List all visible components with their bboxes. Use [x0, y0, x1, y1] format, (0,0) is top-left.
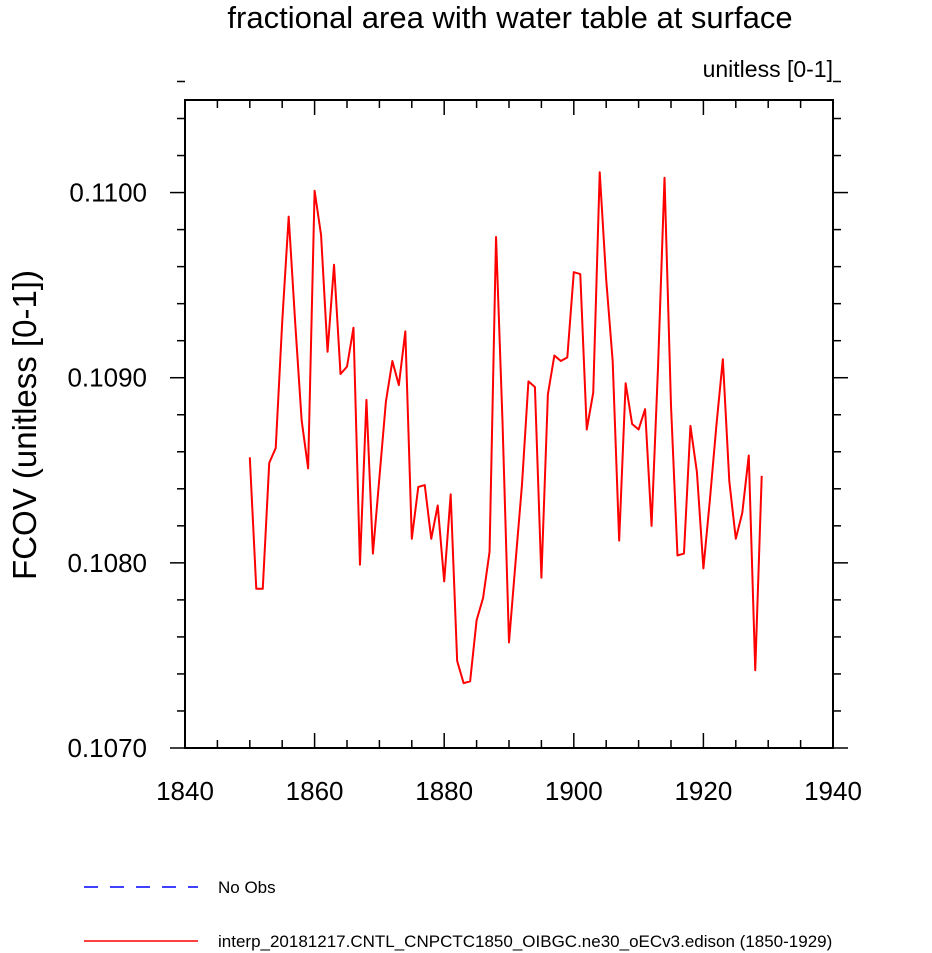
data-series: [248, 171, 763, 685]
axis-ticks: [170, 80, 848, 749]
x-tick-label: 1900: [545, 776, 603, 806]
y-tick-label: 0.1070: [67, 733, 147, 763]
y-axis-label: FCOV (unitless [0-1]): [6, 270, 43, 580]
x-tick-label: 1860: [286, 776, 344, 806]
units-label: unitless [0-1]: [703, 56, 833, 82]
y-tick-label: 0.1100: [69, 178, 147, 208]
x-tick-label: 1940: [804, 776, 862, 806]
legend: No Obs interp_20181217.CNTL_CNPCTC1850_O…: [84, 878, 832, 951]
y-tick-label: 0.1080: [67, 548, 147, 578]
chart-title: fractional area with water table at surf…: [227, 0, 792, 35]
legend-label-model-run: interp_20181217.CNTL_CNPCTC1850_OIBGC.ne…: [218, 932, 832, 951]
series-line-1: [248, 171, 763, 685]
axis-tick-labels: 1840 1860 1880 1900 1920 1940 0.1070 0.1080 0.10…: [67, 178, 861, 806]
x-tick-label: 1880: [415, 776, 473, 806]
x-tick-label: 1920: [674, 776, 732, 806]
y-tick-label: 0.1090: [67, 363, 147, 393]
plot-frame: [184, 99, 834, 749]
legend-label-no-obs: No Obs: [218, 878, 276, 897]
x-tick-label: 1840: [156, 776, 214, 806]
